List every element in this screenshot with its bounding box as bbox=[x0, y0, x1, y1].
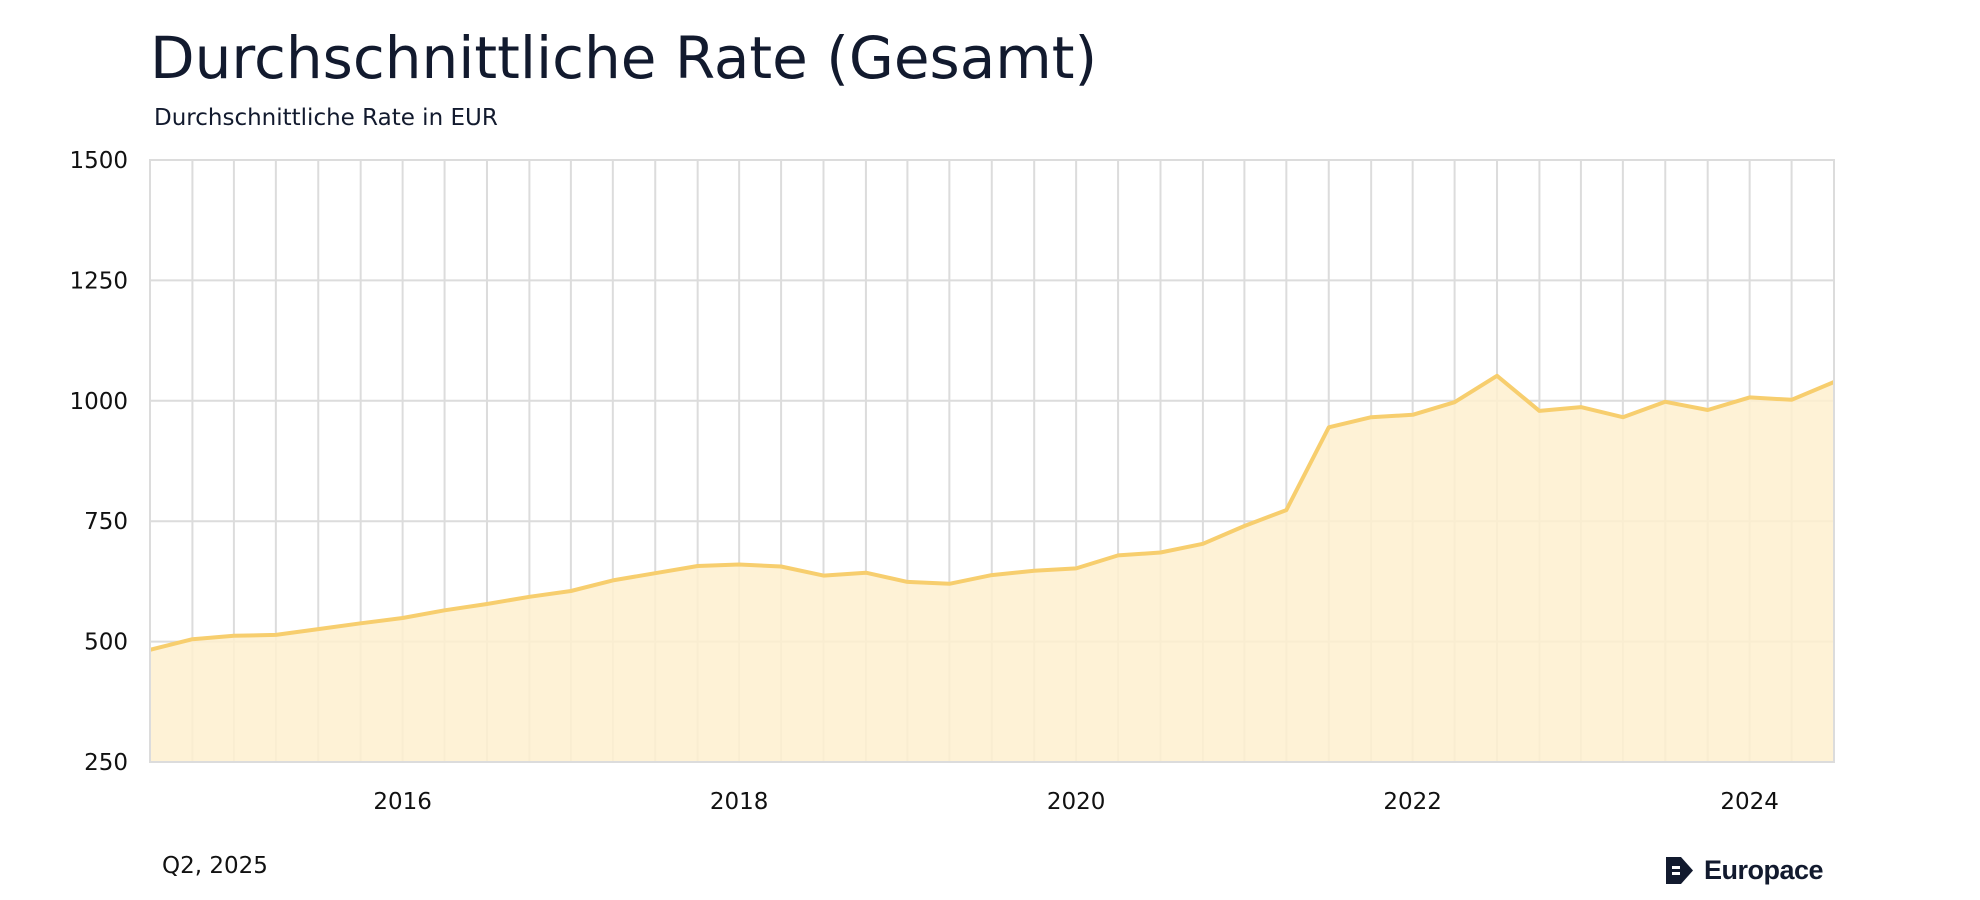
x-tick-label-2020: 2020 bbox=[1047, 789, 1106, 815]
y-tick-label-250: 250 bbox=[84, 750, 128, 776]
chart-subtitle: Durchschnittliche Rate in EUR bbox=[154, 105, 498, 131]
europace-e-logo-icon bbox=[1666, 857, 1693, 884]
x-tick-label-2016: 2016 bbox=[373, 789, 432, 815]
plot-frame bbox=[149, 159, 1835, 763]
report-date: Q2, 2025 bbox=[162, 853, 268, 879]
x-tick-label-2024: 2024 bbox=[1720, 789, 1779, 815]
chart-title: Durchschnittliche Rate (Gesamt) bbox=[150, 24, 1098, 92]
x-axis-tick-labels: 2016 2018 2020 2022 2024 bbox=[373, 789, 1779, 815]
y-tick-label-1500: 1500 bbox=[69, 148, 128, 174]
y-tick-label-500: 500 bbox=[84, 630, 128, 656]
y-tick-label-1000: 1000 bbox=[69, 389, 128, 415]
area-fill bbox=[150, 375, 1834, 762]
y-axis-tick-labels: 1500 1250 1000 750 500 250 bbox=[69, 148, 128, 776]
x-tick-label-2022: 2022 bbox=[1383, 789, 1442, 815]
x-tick-label-2018: 2018 bbox=[710, 789, 769, 815]
brand-logo: Europace bbox=[1666, 855, 1824, 886]
y-tick-label-1250: 1250 bbox=[69, 268, 128, 294]
brand-name: Europace bbox=[1704, 855, 1824, 885]
series-line bbox=[149, 373, 1835, 652]
y-tick-label-750: 750 bbox=[84, 509, 128, 535]
